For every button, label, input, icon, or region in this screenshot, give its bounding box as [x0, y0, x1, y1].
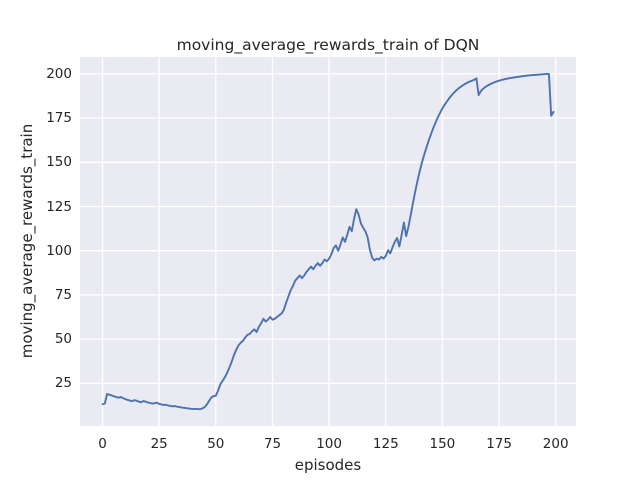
y-tick-label: 150 [46, 154, 72, 171]
y-tick-label: 200 [46, 65, 72, 82]
x-tick-label: 100 [316, 436, 342, 452]
y-tick-label: 175 [46, 110, 72, 126]
y-axis-label: moving_average_rewards_train [18, 123, 36, 359]
x-tick-label: 200 [542, 436, 569, 452]
dqn-series-line [101, 73, 555, 411]
plot-area [80, 57, 576, 426]
y-tick-label: 25 [54, 375, 72, 392]
x-axis-label: episodes [294, 456, 362, 474]
y-tick-label: 75 [54, 286, 72, 303]
line-chart-svg [80, 57, 576, 426]
x-tick-label: 175 [486, 436, 512, 452]
x-tick-label: 0 [98, 436, 107, 452]
y-tick-label: 50 [54, 331, 72, 348]
chart-title: moving_average_rewards_train of DQN [176, 36, 480, 54]
y-tick-label: 125 [46, 198, 72, 215]
x-tick-label: 50 [207, 436, 225, 452]
y-tick-label: 100 [46, 242, 72, 259]
x-tick-label: 25 [150, 436, 168, 452]
x-tick-label: 125 [372, 436, 399, 452]
x-tick-label: 75 [263, 436, 282, 452]
x-tick-label: 150 [429, 436, 456, 452]
